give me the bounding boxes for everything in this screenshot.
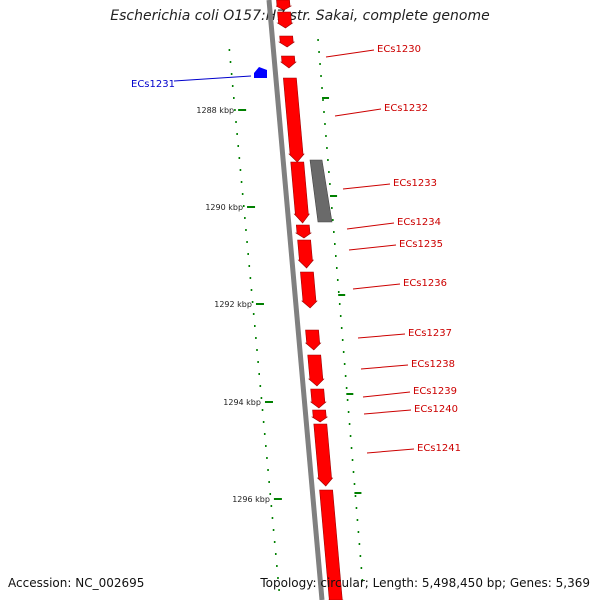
gene-labels: ECs1230 ECs1231 ECs1232 ECs1233 ECs1234 ECs12… bbox=[131, 44, 461, 454]
leader-line bbox=[348, 244, 397, 251]
gene-arrow[interactable] bbox=[313, 423, 334, 487]
gene-arrow[interactable] bbox=[278, 35, 296, 48]
leader-line bbox=[325, 49, 375, 58]
gene-arrow[interactable] bbox=[309, 388, 327, 409]
tick-marks: 1288 kbp 1290 kbp 1292 kbp 1294 kbp 1296 kbp bbox=[196, 39, 364, 591]
gene-arrow[interactable] bbox=[280, 55, 297, 69]
gene-arrow[interactable] bbox=[283, 77, 305, 163]
kbp-label: 1290 kbp bbox=[205, 203, 243, 212]
gene-arrow[interactable] bbox=[275, 0, 293, 11]
gene-label-ecs1232[interactable]: ECs1232 bbox=[384, 103, 428, 114]
gene-arrow[interactable] bbox=[294, 224, 312, 239]
gene-label-ecs1230[interactable]: ECs1230 bbox=[377, 44, 421, 55]
leader-line bbox=[352, 283, 401, 290]
kbp-label: 1294 kbp bbox=[223, 398, 261, 407]
gene-features bbox=[254, 0, 344, 600]
gene-arrow[interactable] bbox=[304, 329, 322, 351]
gene-label-ecs1234[interactable]: ECs1234 bbox=[397, 217, 441, 228]
gene-arrow[interactable] bbox=[311, 409, 329, 423]
gene-label-ecs1233[interactable]: ECs1233 bbox=[393, 178, 437, 189]
accession-text: Accession: NC_002695 bbox=[8, 576, 145, 590]
gene-arrow[interactable] bbox=[276, 11, 294, 29]
kbp-label: 1288 kbp bbox=[196, 106, 234, 115]
grey-feature[interactable] bbox=[309, 159, 333, 223]
map-title: Escherichia coli O157:H7 str. Sakai, com… bbox=[110, 8, 490, 24]
gene-arrow[interactable] bbox=[300, 271, 318, 309]
leader-line bbox=[173, 75, 252, 82]
leader-line bbox=[366, 448, 415, 454]
gene-arrow[interactable] bbox=[297, 239, 315, 269]
gene-label-ecs1238[interactable]: ECs1238 bbox=[411, 359, 455, 370]
leader-line bbox=[357, 333, 406, 339]
gene-label-ecs1236[interactable]: ECs1236 bbox=[403, 278, 447, 289]
gene-label-ecs1231[interactable]: ECs1231 bbox=[131, 79, 175, 90]
gene-label-ecs1240[interactable]: ECs1240 bbox=[414, 404, 458, 415]
gene-label-ecs1235[interactable]: ECs1235 bbox=[399, 239, 443, 250]
gene-label-ecs1239[interactable]: ECs1239 bbox=[413, 386, 457, 397]
gene-arrow[interactable] bbox=[307, 354, 325, 387]
leader-line bbox=[362, 391, 411, 398]
leader-line bbox=[342, 183, 391, 190]
leader-line bbox=[346, 222, 395, 230]
gene-label-ecs1237[interactable]: ECs1237 bbox=[408, 328, 452, 339]
topology-text: Topology: circular; Length: 5,498,450 bp… bbox=[260, 576, 590, 590]
leader-line bbox=[334, 108, 382, 117]
kbp-label: 1296 kbp bbox=[232, 495, 270, 504]
gene-arrow[interactable] bbox=[290, 161, 310, 224]
selected-gene-marker[interactable] bbox=[254, 67, 267, 78]
kbp-label: 1292 kbp bbox=[214, 300, 252, 309]
gene-label-ecs1241[interactable]: ECs1241 bbox=[417, 443, 461, 454]
leader-line bbox=[360, 364, 409, 370]
genome-backbone bbox=[266, 0, 325, 600]
leader-line bbox=[363, 409, 412, 415]
gene-arrow[interactable] bbox=[319, 489, 344, 600]
